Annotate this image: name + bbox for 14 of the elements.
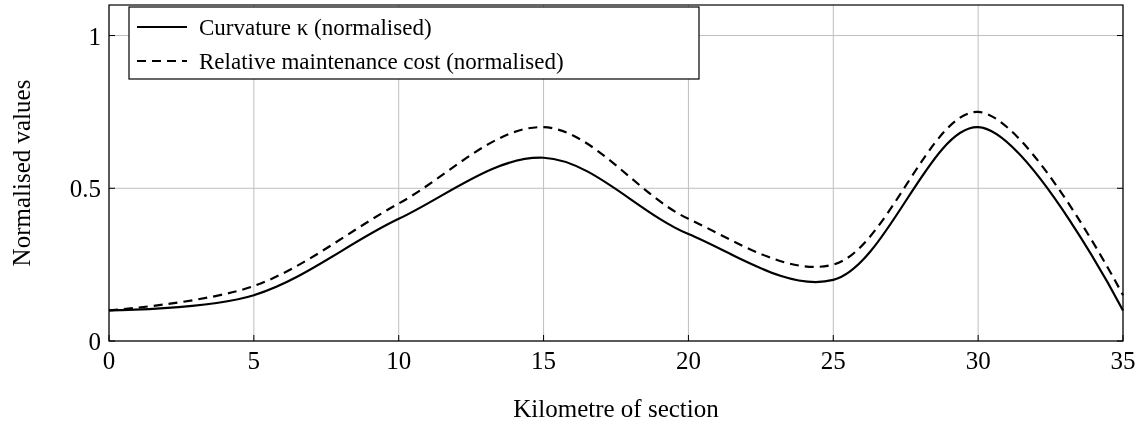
y-axis-title: Normalised values [8,79,35,267]
x-tick-label: 10 [386,347,412,374]
y-tick-label: 1 [88,22,101,50]
y-tick-label: 0.5 [69,175,101,203]
legend-label: Relative maintenance cost (normalised) [199,49,564,74]
x-tick-label: 15 [531,347,557,374]
legend-label: Curvature κ (normalised) [199,15,432,40]
x-axis-title: Kilometre of section [513,395,720,422]
x-tick-label: 35 [1110,347,1136,374]
x-tick-label: 5 [247,347,261,374]
y-tick-label: 0 [88,328,101,355]
x-tick-label: 30 [965,347,991,374]
x-tick-label: 20 [675,347,701,374]
x-tick-label: 25 [820,347,846,374]
